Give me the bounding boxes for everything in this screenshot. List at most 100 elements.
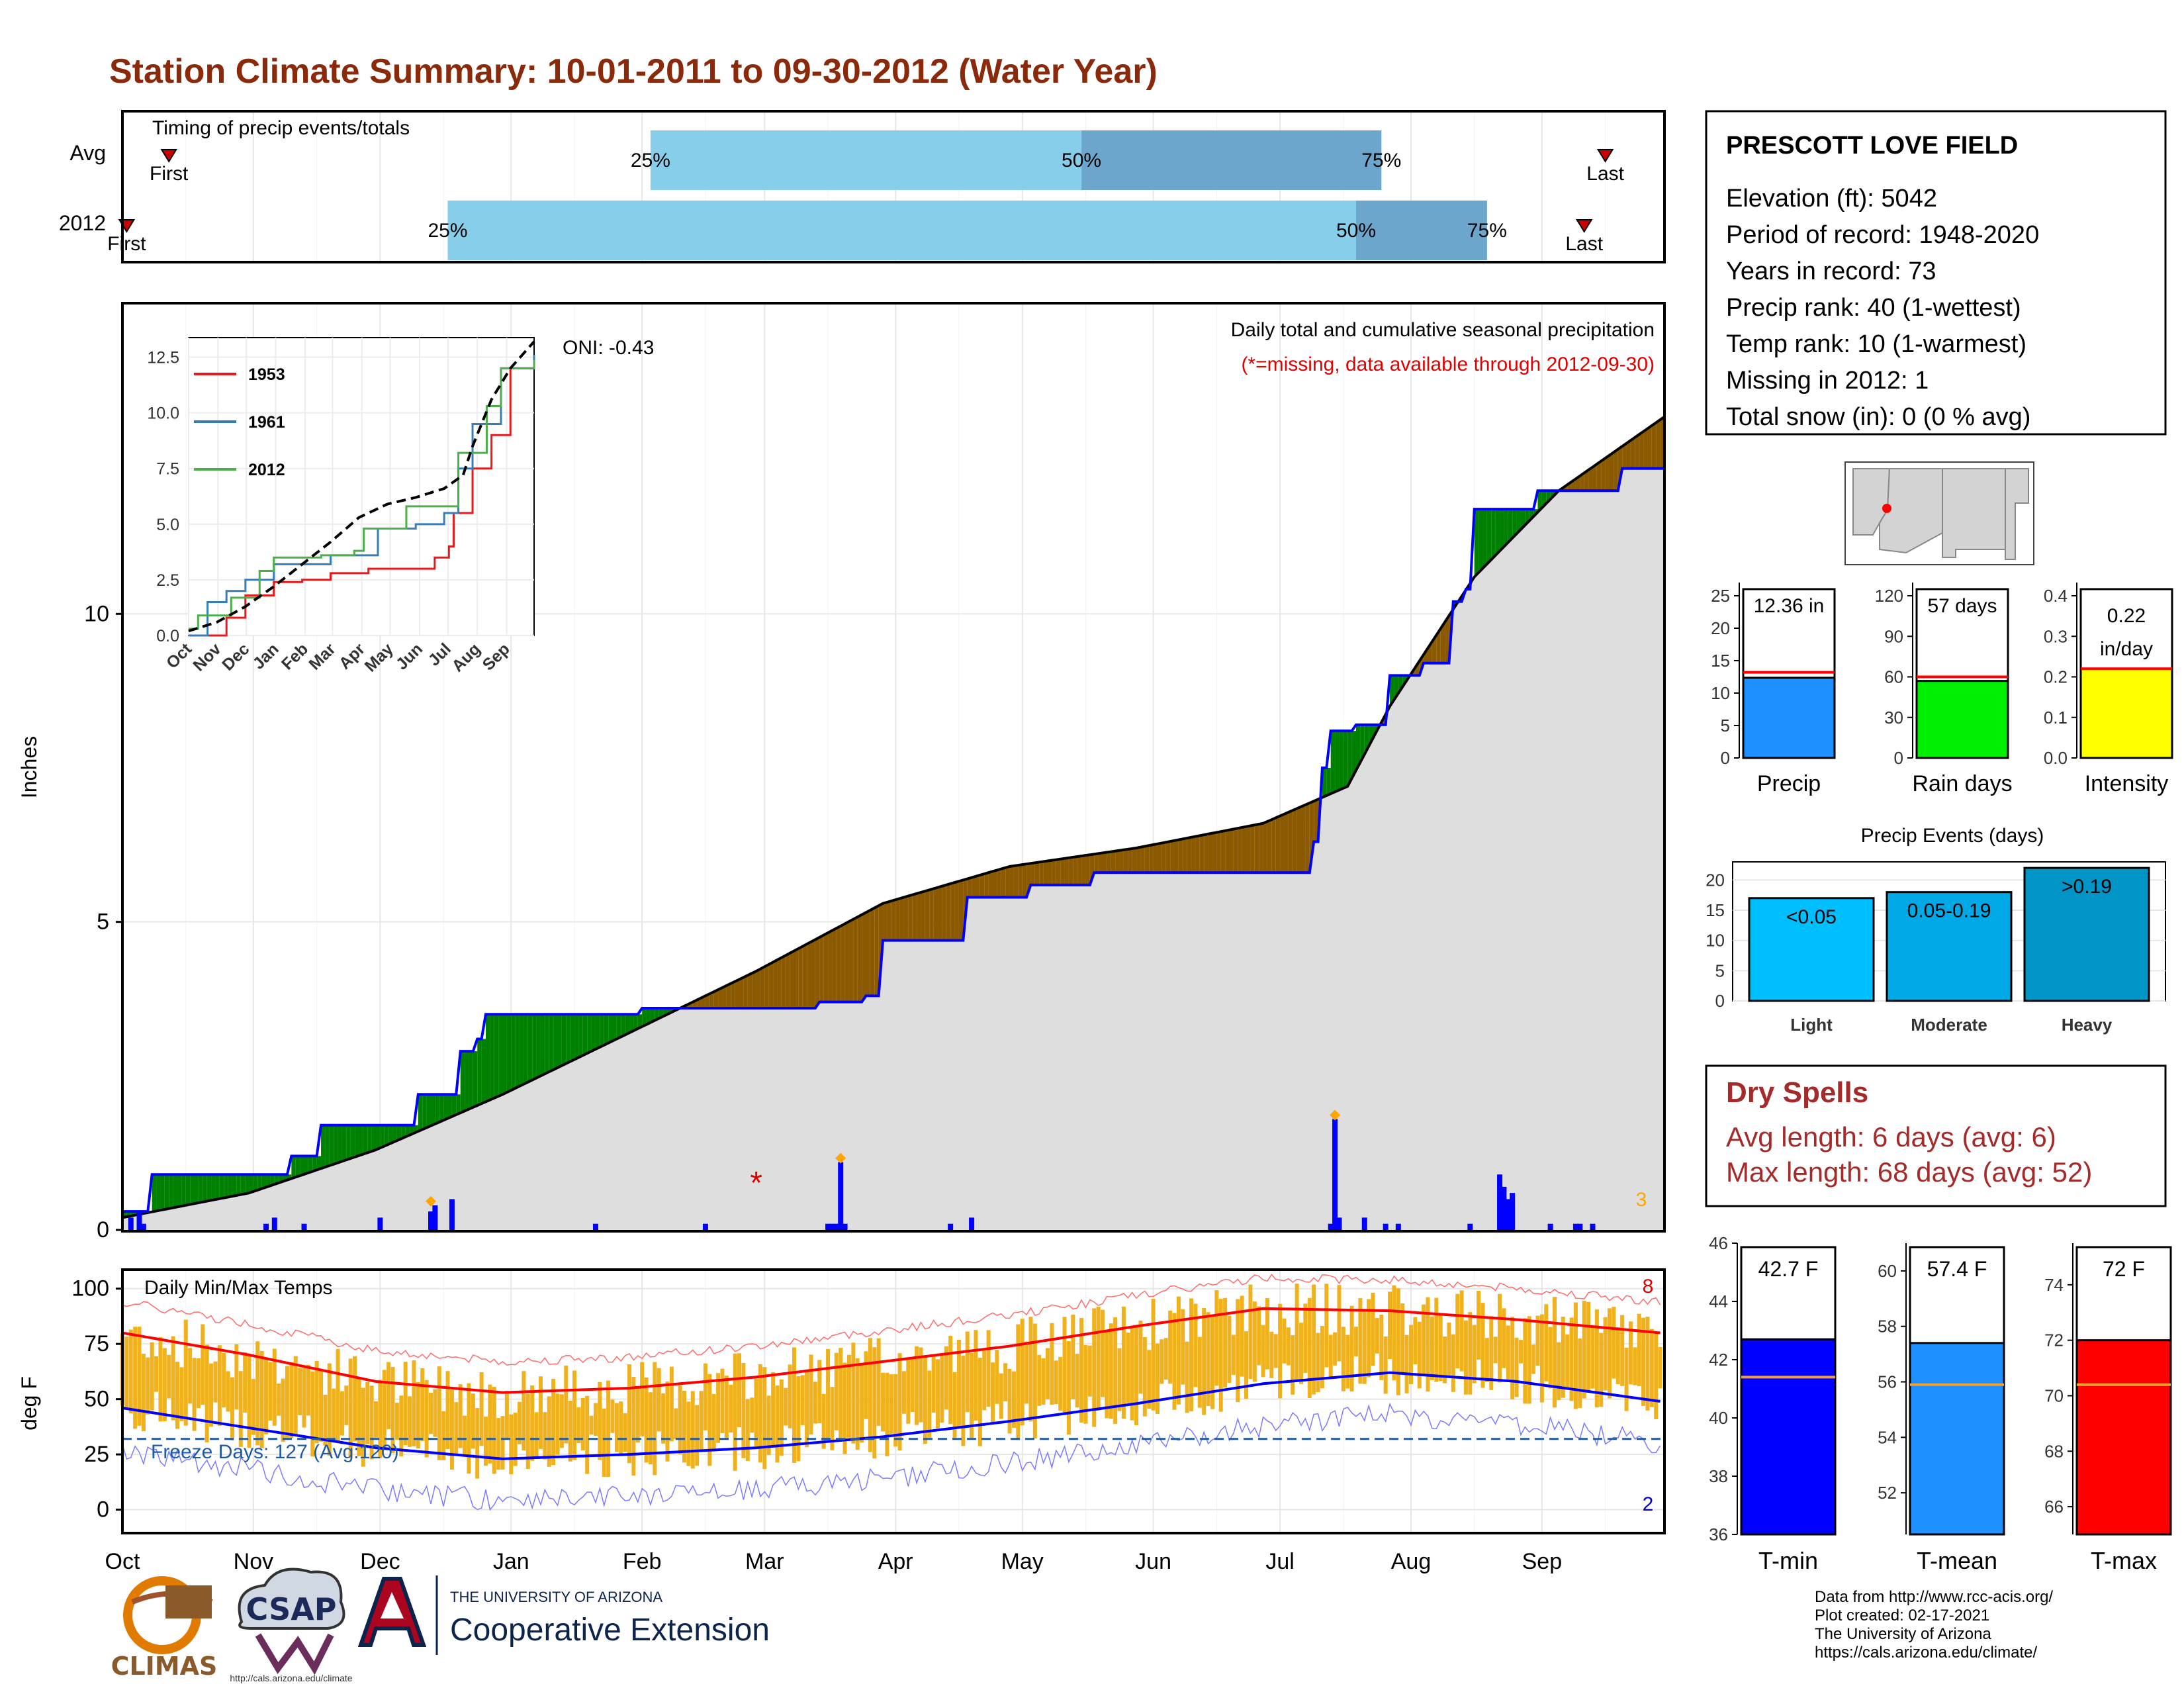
precip-deficit-area [841,923,845,1002]
daily-temp-range-bar [251,1379,255,1435]
daily-temp-range-bar [1417,1321,1422,1389]
precip-surplus-area [515,1014,520,1088]
temp-y-tick-label: 100 [71,1276,109,1301]
precip-surplus-area [392,1125,397,1143]
daily-temp-range-bar [1603,1317,1608,1391]
daily-temp-range-bar [1075,1354,1079,1408]
daily-temp-range-bar [1480,1303,1485,1388]
daily-temp-range-bar [766,1395,771,1456]
precip-deficit-area [1183,838,1187,873]
daily-temp-range-bar [1227,1315,1232,1383]
footer-line-data: Data from http://www.rcc-acis.org/ [1815,1588,2053,1606]
ua-logo[interactable]: THE UNIVERSITY OF ARIZONA Cooperative Ex… [357,1575,770,1655]
inset-chart: 0.02.55.07.510.012.5OctNovDecJanFebMarAp… [147,337,535,676]
precip-deficit-area [1060,858,1065,885]
daily-temp-range-bar [518,1401,522,1444]
daily-temp-range-bar [897,1353,902,1451]
daily-temp-range-bar [1637,1313,1641,1387]
daily-temp-range-bar [568,1400,572,1462]
precip-surplus-area [160,1174,165,1211]
events-bar-heavy [2023,867,2150,1002]
daily-precip-bar [825,1223,831,1230]
daily-temp-range-bar [805,1370,809,1448]
daily-temp-range-bar [394,1403,399,1440]
daily-temp-range-bar [1578,1338,1582,1408]
daily-temp-range-bar [217,1345,222,1426]
precip-deficit-area [1073,857,1077,885]
daily-temp-range-bar [369,1385,374,1460]
precip-surplus-area [245,1174,250,1194]
month-label-feb: Feb [623,1549,662,1574]
precip-deficit-area [1128,848,1132,873]
summary-tick-label: 0.4 [2044,586,2068,606]
temp-summary-tick-label: 60 [1878,1261,1897,1281]
daily-precip-bar [1505,1199,1511,1230]
precip-deficit-area [1626,440,1631,469]
precip-deficit-area [988,871,993,898]
daily-temp-range-bar [522,1371,526,1451]
daily-precip-bar [842,1223,848,1230]
precip-deficit-area [1601,458,1606,491]
precip-deficit-area [768,962,774,1008]
daily-temp-range-bar [788,1364,792,1429]
daily-temp-range-bar [1404,1335,1409,1393]
precip-deficit-area [1208,833,1212,873]
daily-temp-range-bar [817,1360,822,1424]
daily-temp-range-bar [488,1384,492,1464]
daily-temp-range-bar [1210,1316,1214,1409]
precip-observed-line [122,467,1664,1213]
precip-deficit-area [1614,449,1618,491]
precip-surplus-area [215,1174,220,1200]
precip-deficit-area [1144,845,1150,873]
daily-temp-range-bar [382,1370,387,1449]
precip-deficit-area [958,880,964,941]
daily-temp-range-bar [970,1352,974,1438]
daily-temp-range-bar [551,1378,556,1466]
daily-temp-range-bar [619,1401,623,1456]
csap-logo[interactable]: CSAP http://cals.arizona.edu/climate [230,1568,353,1684]
daily-temp-range-bar [627,1364,632,1464]
daily-temp-range-bar [1367,1299,1371,1378]
daily-temp-range-bar [948,1335,953,1425]
precip-deficit-area [798,946,803,1008]
precip-surplus-area [637,1014,643,1029]
record-high-count: 8 [1643,1276,1654,1297]
daily-temp-range-bar [1160,1339,1164,1384]
precip-surplus-area [371,1125,377,1152]
precip-surplus-area [304,1156,308,1174]
daily-temp-range-bar [1024,1341,1029,1404]
daily-temp-range-bar [1105,1330,1109,1419]
daily-temp-range-bar [150,1342,154,1411]
precip-deficit-area [942,884,946,941]
daily-temp-range-bar [230,1377,234,1441]
daily-precip-bar [271,1217,277,1230]
footer-line-university: The University of Arizona [1815,1625,1991,1643]
daily-temp-range-bar [1472,1325,1477,1383]
temp-y-axis-label: deg F [17,1376,41,1430]
precip-surplus-area [236,1174,241,1196]
daily-temp-range-bar [1231,1335,1236,1376]
climas-logo[interactable]: CLIMAS [111,1576,218,1681]
precip-surplus-area [443,1094,448,1121]
daily-temp-range-bar [1278,1303,1283,1399]
daily-temp-range-bar [1518,1340,1523,1364]
events-bar-value-label: <0.05 [1786,906,1837,928]
daily-precip-bar [838,1162,844,1230]
daily-temp-range-bar [1337,1285,1342,1362]
daily-temp-range-bar [1557,1342,1561,1401]
daily-temp-range-bar [1641,1317,1646,1406]
precip-surplus-area [308,1156,313,1173]
precip-surplus-area [600,1014,604,1047]
daily-temp-range-bar [1007,1368,1012,1434]
precip-surplus-area [257,1174,262,1190]
daily-temp-range-bar [247,1355,251,1448]
daily-temp-range-bar [1388,1291,1392,1360]
precip-surplus-area [439,1094,444,1123]
daily-temp-range-bar [737,1353,741,1428]
daily-precip-bar [1547,1223,1553,1230]
precip-surplus-area [498,1014,503,1097]
daily-temp-range-bar [1218,1299,1223,1412]
precip-deficit-area [790,951,794,1008]
precip-deficit-area [1225,829,1230,873]
daily-temp-range-bar [154,1356,159,1392]
